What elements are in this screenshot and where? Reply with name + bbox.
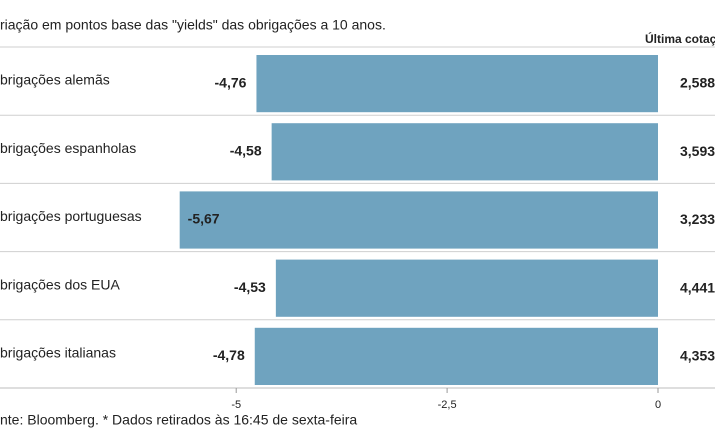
source-note: nte: Bloomberg. * Dados retirados às 16:… xyxy=(0,412,357,428)
value-label: -4,53 xyxy=(234,279,266,295)
last-quote: 3,233 xyxy=(680,211,715,227)
value-label: -4,76 xyxy=(215,74,247,90)
value-label: -5,67 xyxy=(188,211,220,227)
bar xyxy=(179,191,658,249)
last-quote: 2,588 xyxy=(680,75,715,91)
category-label: brigações portuguesas xyxy=(0,208,142,224)
bar xyxy=(275,259,658,317)
category-label: brigações italianas xyxy=(0,345,116,361)
value-label: -4,58 xyxy=(230,143,262,159)
x-tick-label: 0 xyxy=(655,399,661,411)
last-quote: 4,441 xyxy=(680,279,715,295)
value-label: -4,78 xyxy=(213,347,245,363)
bar xyxy=(254,327,658,385)
last-quote: 4,353 xyxy=(680,348,715,364)
bar xyxy=(256,55,658,113)
column-header: Última cotaç xyxy=(645,31,715,46)
bar xyxy=(271,123,658,181)
category-label: brigações dos EUA xyxy=(0,276,121,292)
category-label: brigações alemãs xyxy=(0,72,110,88)
category-label: brigações espanholas xyxy=(0,140,136,156)
chart-title: riação em pontos base das "yields" das o… xyxy=(0,17,386,33)
x-tick-label: -5 xyxy=(231,399,241,411)
last-quote: 3,593 xyxy=(680,143,715,159)
x-tick-label: -2,5 xyxy=(438,399,457,411)
